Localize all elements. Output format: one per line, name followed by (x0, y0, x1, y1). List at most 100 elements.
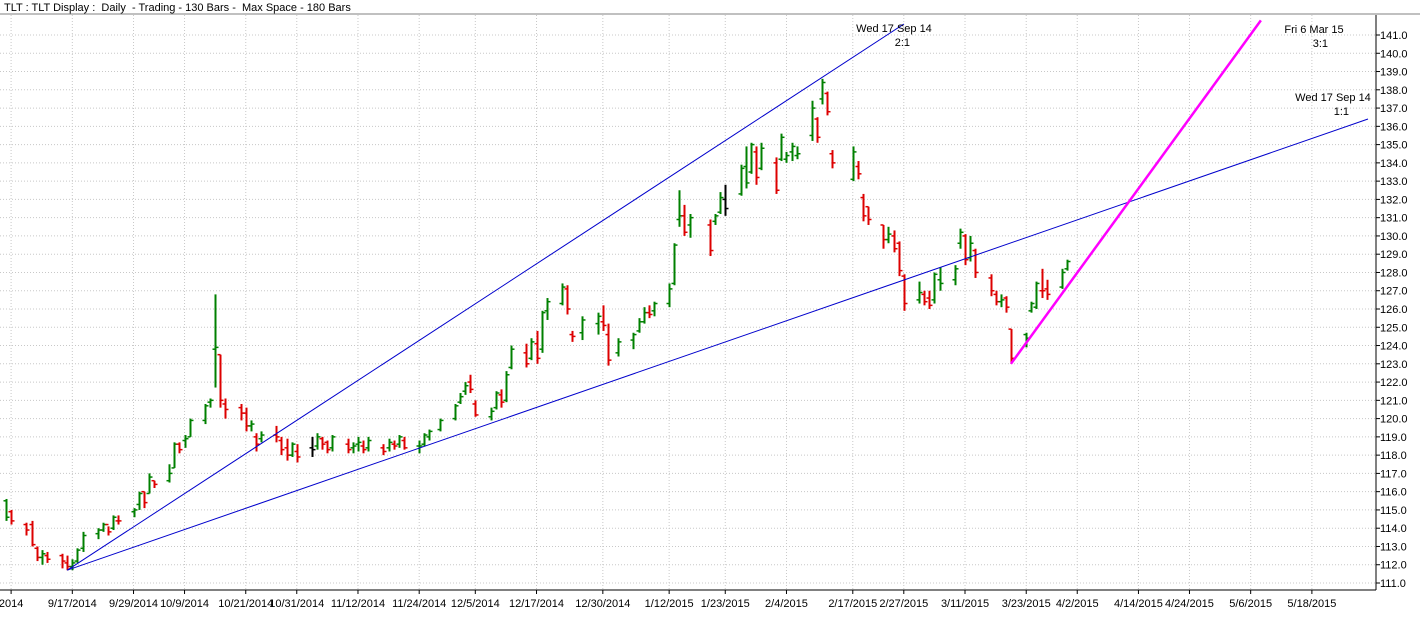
ohlc-bar (3, 498, 10, 521)
ohlc-bar (676, 190, 683, 227)
y-tick-label: 122.0 (1380, 377, 1408, 389)
ohlc-bar (350, 442, 357, 454)
gann-line-1x1 (67, 118, 1369, 571)
ohlc-bar (972, 248, 979, 278)
annotation-date: Wed 17 Sep 14 (856, 23, 932, 35)
ohlc-bar (324, 440, 331, 454)
x-tick-label: 12/5/2014 (451, 598, 500, 610)
y-tick-label: 114.0 (1380, 523, 1407, 535)
ohlc-bar (462, 382, 469, 395)
gann-lines (66, 19, 1369, 571)
ohlc-bar (74, 548, 81, 563)
ohlc-bar (748, 142, 755, 174)
y-tick-label: 138.0 (1380, 85, 1408, 97)
ohlc-bar (901, 274, 908, 311)
ohlc-bar (258, 431, 265, 443)
ohlc-bar (544, 298, 551, 320)
y-tick-label: 128.0 (1380, 267, 1408, 279)
ohlc-bar (391, 440, 398, 450)
x-tick-label: 4/2/2015 (1056, 598, 1099, 610)
ohlc-bar (416, 440, 423, 454)
ohlc-bar (717, 192, 724, 215)
y-tick-label: 117.0 (1380, 468, 1407, 480)
ohlc-bar (1003, 296, 1010, 313)
ohlc-bar (294, 444, 301, 463)
y-tick-label: 131.0 (1380, 213, 1408, 225)
y-tick-label: 135.0 (1380, 140, 1408, 152)
ohlc-bar (636, 318, 643, 333)
y-tick-label: 132.0 (1380, 194, 1408, 206)
ohlc-bar (564, 285, 571, 315)
ohlc-bar (860, 193, 867, 222)
y-tick-label: 121.0 (1380, 395, 1408, 407)
ohlc-bar (508, 345, 515, 370)
ohlc-bar (44, 551, 51, 563)
ohlc-bar (23, 522, 30, 536)
ohlc-bar (105, 523, 112, 536)
y-tick-label: 116.0 (1380, 487, 1407, 499)
y-tick-label: 123.0 (1380, 359, 1408, 371)
ohlc-bar (937, 266, 944, 291)
ohlc-bar (789, 142, 796, 162)
ohlc-bar (743, 146, 750, 189)
ohlc-bar (396, 435, 403, 448)
y-tick-label: 137.0 (1380, 103, 1408, 115)
annotation-date: Fri 6 Mar 15 (1284, 24, 1343, 36)
chart-header-title: TLT : TLT Display : Daily - Trading - 13… (4, 2, 351, 14)
ohlc-bar (707, 219, 714, 257)
ohlc-bar (539, 310, 546, 353)
y-tick-label: 130.0 (1380, 231, 1408, 243)
x-tick-label: 10/31/2014 (269, 598, 324, 610)
ohlc-bar (814, 117, 821, 143)
ohlc-bar (926, 290, 933, 309)
ohlc-bar (253, 433, 260, 452)
ohlc-bar (528, 338, 535, 361)
ohlc-bar (503, 371, 510, 403)
ohlc-bar (110, 515, 117, 531)
ohlc-bar (498, 389, 505, 408)
ohlc-bar (222, 398, 229, 419)
ohlc-bar (809, 100, 816, 141)
ohlc-bar (187, 418, 194, 438)
x-tick-label: 11/24/2014 (392, 598, 446, 610)
ohlc-bar (1028, 301, 1035, 313)
ohlc-bar (753, 146, 760, 185)
ohlc-bar (646, 305, 653, 319)
y-tick-label: 118.0 (1380, 450, 1407, 462)
y-tick-label: 134.0 (1380, 158, 1408, 170)
ohlc-bar (329, 435, 336, 452)
y-tick-label: 136.0 (1380, 121, 1408, 133)
x-tick-label: 5/6/2015 (1229, 598, 1272, 610)
x-tick-label: 3/11/2015 (941, 598, 989, 610)
ohlc-bar (472, 400, 479, 417)
ohlc-bar (957, 228, 964, 249)
ohlc-bar (202, 403, 209, 425)
y-tick-label: 124.0 (1380, 341, 1408, 353)
ohlc-bar (64, 555, 71, 571)
ohlc-bar (171, 442, 178, 469)
ohlc-bar (457, 393, 464, 404)
ohlc-bar (998, 294, 1005, 308)
x-tick-label: 1/23/2015 (701, 598, 750, 610)
ohlc-bar (600, 305, 607, 331)
ohlc-bar (146, 473, 153, 495)
ohlc-bar (778, 133, 785, 162)
gann-line-2x1 (66, 23, 905, 571)
ohlc-bar (437, 418, 444, 432)
ohlc-bar (931, 272, 938, 304)
y-tick-label: 113.0 (1380, 541, 1407, 553)
annotation-ratio: 1:1 (1334, 106, 1349, 118)
ohlc-bar (712, 214, 719, 225)
x-tick-label: 11/12/2014 (331, 598, 385, 610)
ohlc-bar (1044, 279, 1051, 300)
y-tick-label: 127.0 (1380, 286, 1408, 298)
ohlc-bar (380, 444, 387, 456)
ohlc-bar (284, 438, 291, 461)
ohlc-bar (891, 230, 898, 253)
ohlc-bar (885, 226, 892, 244)
ohlc-bar (493, 391, 500, 410)
y-tick-label: 115.0 (1380, 505, 1407, 517)
ohlc-bar (355, 436, 362, 452)
ohlc-bar (212, 294, 219, 388)
